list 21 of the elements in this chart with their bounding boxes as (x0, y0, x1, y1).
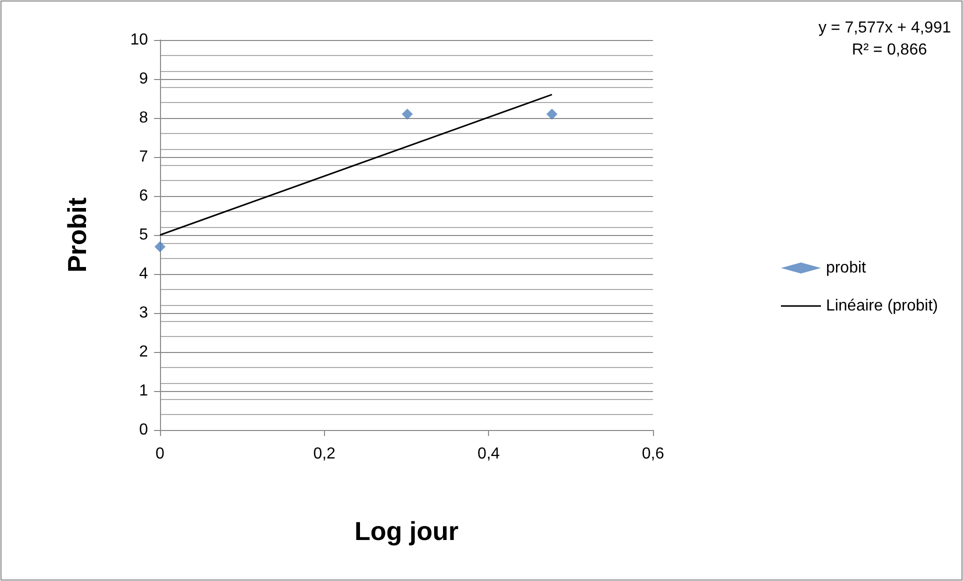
y-tick-label: 10 (130, 32, 148, 48)
legend-label: probit (826, 260, 867, 276)
x-axis-title: Log jour (354, 516, 458, 546)
text: R² = 0,866 (852, 42, 928, 58)
y-tick-label: 6 (139, 188, 148, 204)
x-tick-label: 0,6 (642, 446, 664, 462)
y-tick-label: 9 (139, 70, 148, 88)
legend-label: Linéaire (probit) (826, 298, 938, 314)
y-tick-label: 0 (139, 422, 148, 438)
y-tick-label: 8 (139, 110, 148, 126)
y-tick-label: 1 (139, 382, 148, 400)
x-tick-label: 0,4 (478, 446, 500, 462)
y-tick-label: 3 (139, 304, 148, 322)
y-tick-label: 7 (139, 148, 148, 166)
y-tick-label: 5 (139, 226, 148, 244)
x-tick-label: 0 (156, 446, 165, 462)
y-axis-title: Probit (62, 197, 92, 273)
x-tick-label: 0,2 (313, 446, 336, 462)
y-tick-label: 2 (139, 344, 148, 360)
y-tick-label: 4 (139, 266, 148, 282)
text: y = 7,577x + 4,991 (818, 20, 952, 36)
